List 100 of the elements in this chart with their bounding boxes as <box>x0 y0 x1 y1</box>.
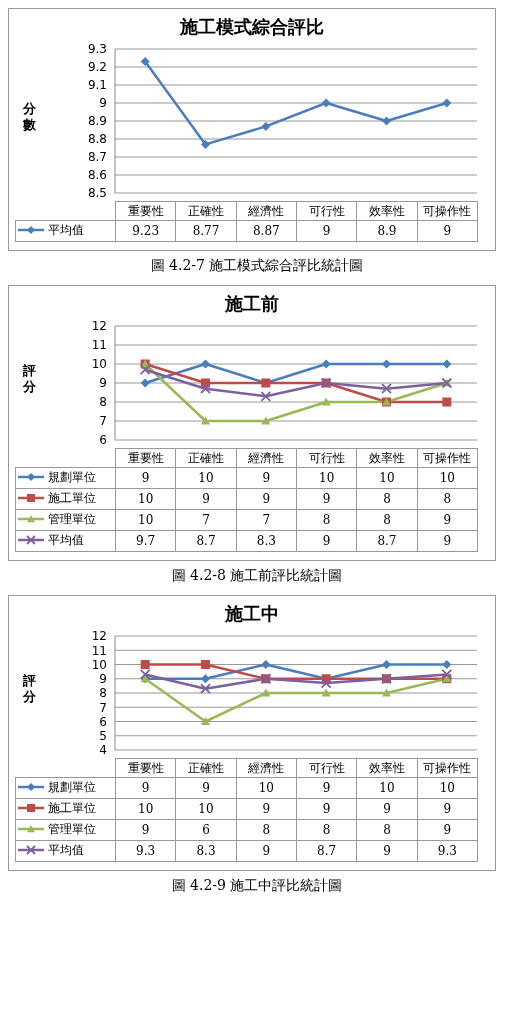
x-tick-label: 可操作性 <box>417 201 478 221</box>
y-tick-label: 9.3 <box>87 42 107 57</box>
legend-label: 管理單位 <box>47 821 96 837</box>
x-tick-label: 效率性 <box>356 448 418 468</box>
data-label: 9 <box>296 777 357 799</box>
legend-label: 管理單位 <box>47 511 96 527</box>
legend-label: 平均值 <box>47 222 84 238</box>
x-tick-label: 可操作性 <box>417 758 478 778</box>
y-tick-label: 9.2 <box>87 60 107 75</box>
data-label: 8.7 <box>356 530 418 552</box>
y-axis-title: 評分 <box>23 363 36 395</box>
data-label: 10 <box>115 798 176 820</box>
data-label: 9 <box>236 467 297 489</box>
data-label: 8.77 <box>175 220 237 242</box>
data-label: 7 <box>175 509 237 531</box>
y-tick-label: 7 <box>99 414 107 429</box>
data-label: 8.3 <box>236 530 297 552</box>
data-label: 7 <box>236 509 297 531</box>
chart-title: 施工中 <box>224 602 280 626</box>
data-label: 8.9 <box>356 220 418 242</box>
y-tick-label: 7 <box>99 700 107 715</box>
data-label: 9.3 <box>417 840 478 862</box>
data-label: 10 <box>417 467 478 489</box>
data-label: 8 <box>296 819 357 841</box>
y-tick-label: 10 <box>91 357 107 372</box>
data-label: 9 <box>115 777 176 799</box>
data-label: 9 <box>356 840 418 862</box>
y-tick-label: 11 <box>91 338 107 353</box>
data-label: 10 <box>175 467 237 489</box>
data-label: 6 <box>175 819 237 841</box>
x-tick-label: 正確性 <box>175 448 237 468</box>
data-label: 8.3 <box>175 840 237 862</box>
data-label: 9 <box>296 220 357 242</box>
x-tick-label: 正確性 <box>175 201 237 221</box>
y-tick-label: 12 <box>91 629 107 644</box>
x-tick-label: 經濟性 <box>236 448 297 468</box>
y-tick-label: 8.6 <box>87 168 107 183</box>
legend-label: 平均值 <box>47 532 84 548</box>
data-label: 9 <box>417 220 478 242</box>
y-tick-label: 6 <box>99 433 107 448</box>
data-label: 9.7 <box>115 530 176 552</box>
y-tick-label: 9 <box>99 96 107 111</box>
data-label: 9 <box>356 798 418 820</box>
x-tick-label: 重要性 <box>115 201 176 221</box>
x-tick-label: 可行性 <box>296 448 357 468</box>
y-tick-label: 8 <box>99 395 107 410</box>
caption: 圖 4.2-8 施工前評比統計圖 <box>170 567 344 585</box>
x-tick-label: 效率性 <box>356 758 418 778</box>
chart-title: 施工模式綜合評比 <box>179 15 325 39</box>
legend-label: 施工單位 <box>47 490 96 506</box>
data-label: 10 <box>356 777 418 799</box>
x-tick-label: 重要性 <box>115 758 176 778</box>
data-label: 9 <box>296 798 357 820</box>
data-label: 10 <box>175 798 237 820</box>
y-tick-label: 8.9 <box>87 114 107 129</box>
legend-label: 規劃單位 <box>47 469 96 485</box>
y-tick-label: 5 <box>99 729 107 744</box>
data-label: 9.23 <box>115 220 176 242</box>
caption: 圖 4.2-9 施工中評比統計圖 <box>170 877 344 895</box>
legend-label: 平均值 <box>47 842 84 858</box>
y-tick-label: 8.5 <box>87 186 107 201</box>
y-tick-label: 9 <box>99 376 107 391</box>
data-label: 9 <box>115 819 176 841</box>
y-axis-title: 分數 <box>23 101 36 133</box>
data-label: 8.7 <box>175 530 237 552</box>
y-tick-label: 8.7 <box>87 150 107 165</box>
data-label: 8 <box>417 488 478 510</box>
y-tick-label: 10 <box>91 657 107 672</box>
y-axis-title: 評分 <box>23 673 36 705</box>
data-label: 9 <box>417 819 478 841</box>
data-label: 9 <box>296 530 357 552</box>
data-label: 9 <box>175 488 237 510</box>
data-label: 8.87 <box>236 220 297 242</box>
data-label: 10 <box>356 467 418 489</box>
legend-label: 施工單位 <box>47 800 96 816</box>
data-label: 8 <box>356 819 418 841</box>
data-label: 8 <box>296 509 357 531</box>
data-label: 10 <box>417 777 478 799</box>
y-tick-label: 11 <box>91 643 107 658</box>
data-label: 9 <box>417 509 478 531</box>
data-label: 8 <box>356 509 418 531</box>
x-tick-label: 可行性 <box>296 758 357 778</box>
y-tick-label: 4 <box>99 743 107 758</box>
x-tick-label: 經濟性 <box>236 758 297 778</box>
data-label: 9 <box>115 467 176 489</box>
data-label: 8 <box>236 819 297 841</box>
y-tick-label: 6 <box>99 714 107 729</box>
data-label: 9 <box>236 488 297 510</box>
data-label: 9 <box>296 488 357 510</box>
x-tick-label: 可行性 <box>296 201 357 221</box>
y-tick-label: 9 <box>99 672 107 687</box>
y-tick-label: 8 <box>99 686 107 701</box>
data-label: 9 <box>236 840 297 862</box>
data-label: 9 <box>417 798 478 820</box>
chart-title: 施工前 <box>224 292 280 316</box>
data-label: 10 <box>296 467 357 489</box>
y-tick-label: 9.1 <box>87 78 107 93</box>
x-tick-label: 可操作性 <box>417 448 478 468</box>
data-label: 8.7 <box>296 840 357 862</box>
x-tick-label: 正確性 <box>175 758 237 778</box>
